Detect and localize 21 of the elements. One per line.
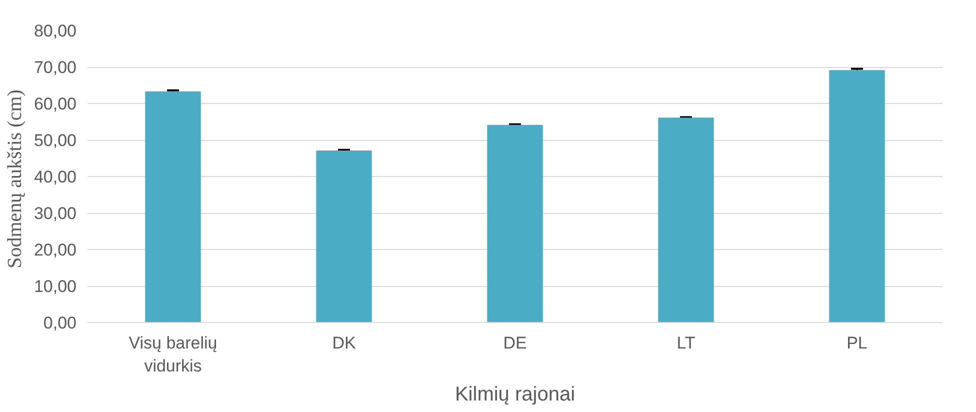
x-axis-title: Kilmių rajonai	[454, 383, 576, 406]
bar	[487, 124, 543, 322]
x-tick-label: PL	[846, 334, 868, 352]
x-tick-label: DE	[503, 334, 527, 352]
bar	[316, 150, 372, 322]
y-tick-label: 80,00	[34, 22, 77, 40]
bar	[829, 70, 885, 322]
x-tick-label: LT	[676, 334, 696, 352]
y-tick-label: 70,00	[34, 58, 77, 77]
bar	[145, 91, 201, 322]
x-tick-label: DK	[332, 334, 356, 352]
y-tick-label: 30,00	[34, 204, 77, 223]
bar	[658, 118, 714, 322]
y-axis-title: Sodmenų aukštis (cm)	[4, 90, 26, 268]
y-tick-label: 50,00	[34, 131, 77, 150]
y-tick-label: 60,00	[34, 94, 77, 114]
y-tick-label: 10,00	[34, 277, 77, 296]
y-tick-label: 40,00	[34, 168, 77, 186]
y-tick-label: 0,00	[43, 314, 77, 332]
x-tick-label: Visų barelių vidurkis	[128, 334, 218, 376]
y-tick-label: 20,00	[34, 240, 77, 260]
